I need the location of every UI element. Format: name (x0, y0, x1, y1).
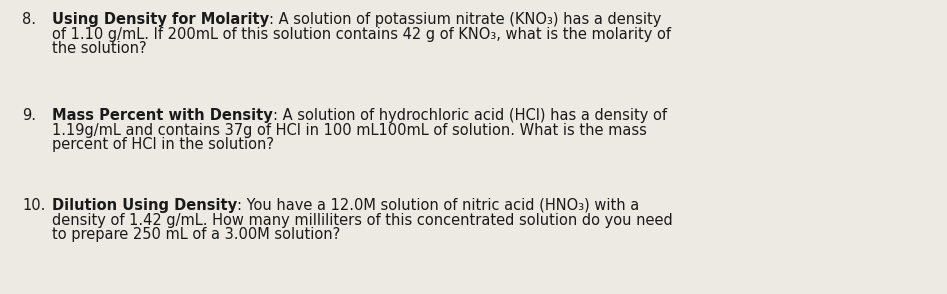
Text: to prepare 250 mL of a 3.00M solution?: to prepare 250 mL of a 3.00M solution? (52, 227, 340, 242)
Text: 9.: 9. (22, 108, 36, 123)
Text: Mass Percent with Density: Mass Percent with Density (52, 108, 273, 123)
Text: 1.19g/mL and contains 37g of HCl in 100 mL100mL of solution. What is the mass: 1.19g/mL and contains 37g of HCl in 100 … (52, 123, 647, 138)
Text: : A solution of potassium nitrate (KNO₃) has a density: : A solution of potassium nitrate (KNO₃)… (269, 12, 662, 27)
Text: density of 1.42 g/mL. How many milliliters of this concentrated solution do you : density of 1.42 g/mL. How many millilite… (52, 213, 672, 228)
Text: the solution?: the solution? (52, 41, 147, 56)
Text: of 1.10 g/mL. If 200mL of this solution contains 42 g of KNO₃, what is the molar: of 1.10 g/mL. If 200mL of this solution … (52, 26, 671, 41)
Text: Dilution Using Density: Dilution Using Density (52, 198, 237, 213)
Text: : You have a 12.0M solution of nitric acid (HNO₃) with a: : You have a 12.0M solution of nitric ac… (237, 198, 639, 213)
Text: Using Density for Molarity: Using Density for Molarity (52, 12, 269, 27)
Text: 8.: 8. (22, 12, 36, 27)
Text: 10.: 10. (22, 198, 45, 213)
Text: : A solution of hydrochloric acid (HCl) has a density of: : A solution of hydrochloric acid (HCl) … (273, 108, 667, 123)
Text: percent of HCl in the solution?: percent of HCl in the solution? (52, 137, 274, 152)
